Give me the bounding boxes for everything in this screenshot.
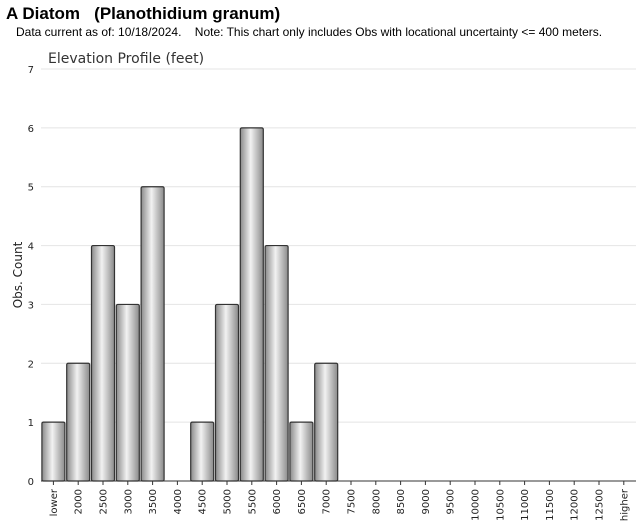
x-tick-label: 2000: [74, 489, 85, 514]
x-tick-label: lower: [49, 488, 60, 516]
x-tick-label: 11000: [520, 489, 531, 521]
bar-3500: [140, 186, 165, 482]
page-title: A Diatom (Planothidium granum): [6, 4, 281, 23]
y-tick-labels: 0 1 2 3 4 5 6 7: [28, 65, 34, 488]
y-tick-label: 4: [28, 242, 34, 253]
x-tick-label: 11500: [545, 489, 556, 521]
y-tick-label: 1: [28, 418, 34, 429]
x-tick-label: 8500: [396, 489, 407, 514]
x-tick-label: higher: [619, 488, 630, 521]
x-tick-label: 10500: [495, 489, 506, 521]
y-tick-label: 7: [28, 65, 34, 76]
x-tick-label: 9000: [421, 489, 432, 514]
bar-lower: [41, 421, 66, 482]
x-tick-label: 12000: [570, 489, 581, 521]
bars: [41, 127, 339, 482]
x-tick-label: 12500: [595, 489, 606, 521]
bar-6000: [264, 244, 289, 482]
x-tick-label: 10000: [471, 489, 482, 521]
x-tick-labels: lower 2000 2500 3000 3500 4000 4500 5000 5500 600…: [49, 481, 630, 521]
y-axis-label: Obs. Count: [11, 241, 25, 308]
x-tick-label: 3000: [123, 489, 134, 514]
bar-2000: [66, 362, 91, 482]
x-tick-label: 4500: [198, 489, 209, 514]
y-tick-label: 2: [28, 359, 34, 370]
y-tick-label: 0: [28, 477, 34, 488]
bar-2500: [90, 244, 116, 482]
x-tick-label: 8000: [371, 489, 382, 514]
y-tick-label: 3: [28, 300, 34, 311]
bar-3000: [115, 303, 140, 482]
grid-lines: [41, 68, 636, 423]
x-tick-label: 5500: [247, 489, 258, 514]
x-tick-label: 3500: [148, 489, 159, 514]
bar-4500: [190, 421, 215, 482]
y-tick-label: 5: [28, 183, 34, 194]
bar-7000: [314, 362, 339, 482]
bar-5500: [239, 127, 264, 482]
x-tick-label: 4000: [173, 489, 184, 514]
data-note: Data current as of: 10/18/2024. Note: Th…: [16, 25, 603, 39]
x-tick-label: 7000: [322, 489, 333, 514]
x-tick-label: 6000: [272, 489, 283, 514]
x-tick-label: 6500: [297, 489, 308, 514]
x-tick-label: 5000: [223, 489, 234, 514]
x-tick-label: 9500: [446, 489, 457, 514]
y-tick-label: 6: [28, 124, 34, 135]
chart-title: Elevation Profile (feet): [48, 51, 204, 67]
x-tick-label: 2500: [99, 489, 110, 514]
x-tick-label: 7500: [347, 489, 358, 514]
bar-6500: [289, 421, 314, 482]
bar-5000: [214, 303, 240, 482]
